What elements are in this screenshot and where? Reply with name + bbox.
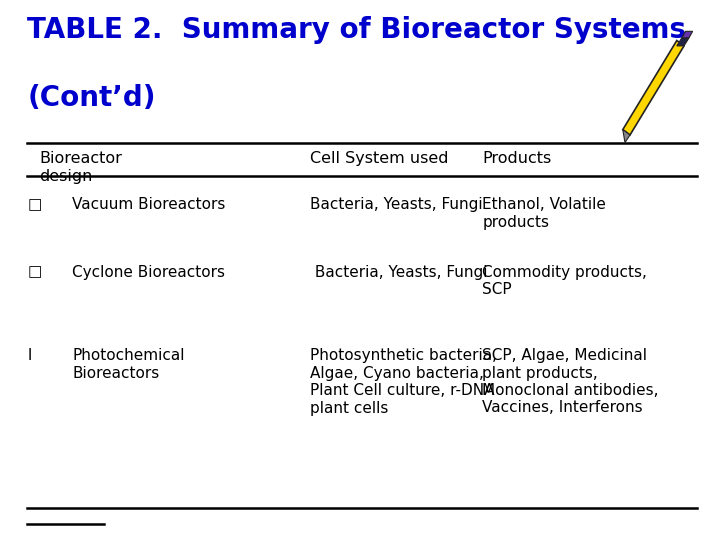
Text: Cell System used: Cell System used: [310, 151, 448, 166]
Text: □: □: [27, 197, 42, 212]
Text: Bacteria, Yeasts, Fungi: Bacteria, Yeasts, Fungi: [310, 197, 482, 212]
Text: □: □: [27, 265, 42, 280]
Text: (Cont’d): (Cont’d): [27, 84, 156, 112]
Text: Bacteria, Yeasts, Fungi: Bacteria, Yeasts, Fungi: [310, 265, 487, 280]
Polygon shape: [623, 40, 684, 135]
Text: Vacuum Bioreactors: Vacuum Bioreactors: [72, 197, 225, 212]
Text: Commodity products,
SCP: Commodity products, SCP: [482, 265, 647, 297]
Text: Photosynthetic bacteria,
Algae, Cyano bacteria,
Plant Cell culture, r-DNA
plant : Photosynthetic bacteria, Algae, Cyano ba…: [310, 348, 497, 415]
Polygon shape: [682, 31, 693, 38]
Text: Products: Products: [482, 151, 552, 166]
Text: Ethanol, Volatile
products: Ethanol, Volatile products: [482, 197, 606, 230]
Text: TABLE 2.  Summary of Bioreactor Systems: TABLE 2. Summary of Bioreactor Systems: [27, 16, 686, 44]
Polygon shape: [623, 130, 630, 143]
Text: Cyclone Bioreactors: Cyclone Bioreactors: [72, 265, 225, 280]
Text: l: l: [27, 348, 32, 363]
Text: Bioreactor
design: Bioreactor design: [40, 151, 122, 184]
Text: SCP, Algae, Medicinal
plant products,
Monoclonal antibodies,
Vaccines, Interfero: SCP, Algae, Medicinal plant products, Mo…: [482, 348, 659, 415]
Polygon shape: [677, 38, 689, 46]
Text: Photochemical
Bioreactors: Photochemical Bioreactors: [72, 348, 184, 381]
